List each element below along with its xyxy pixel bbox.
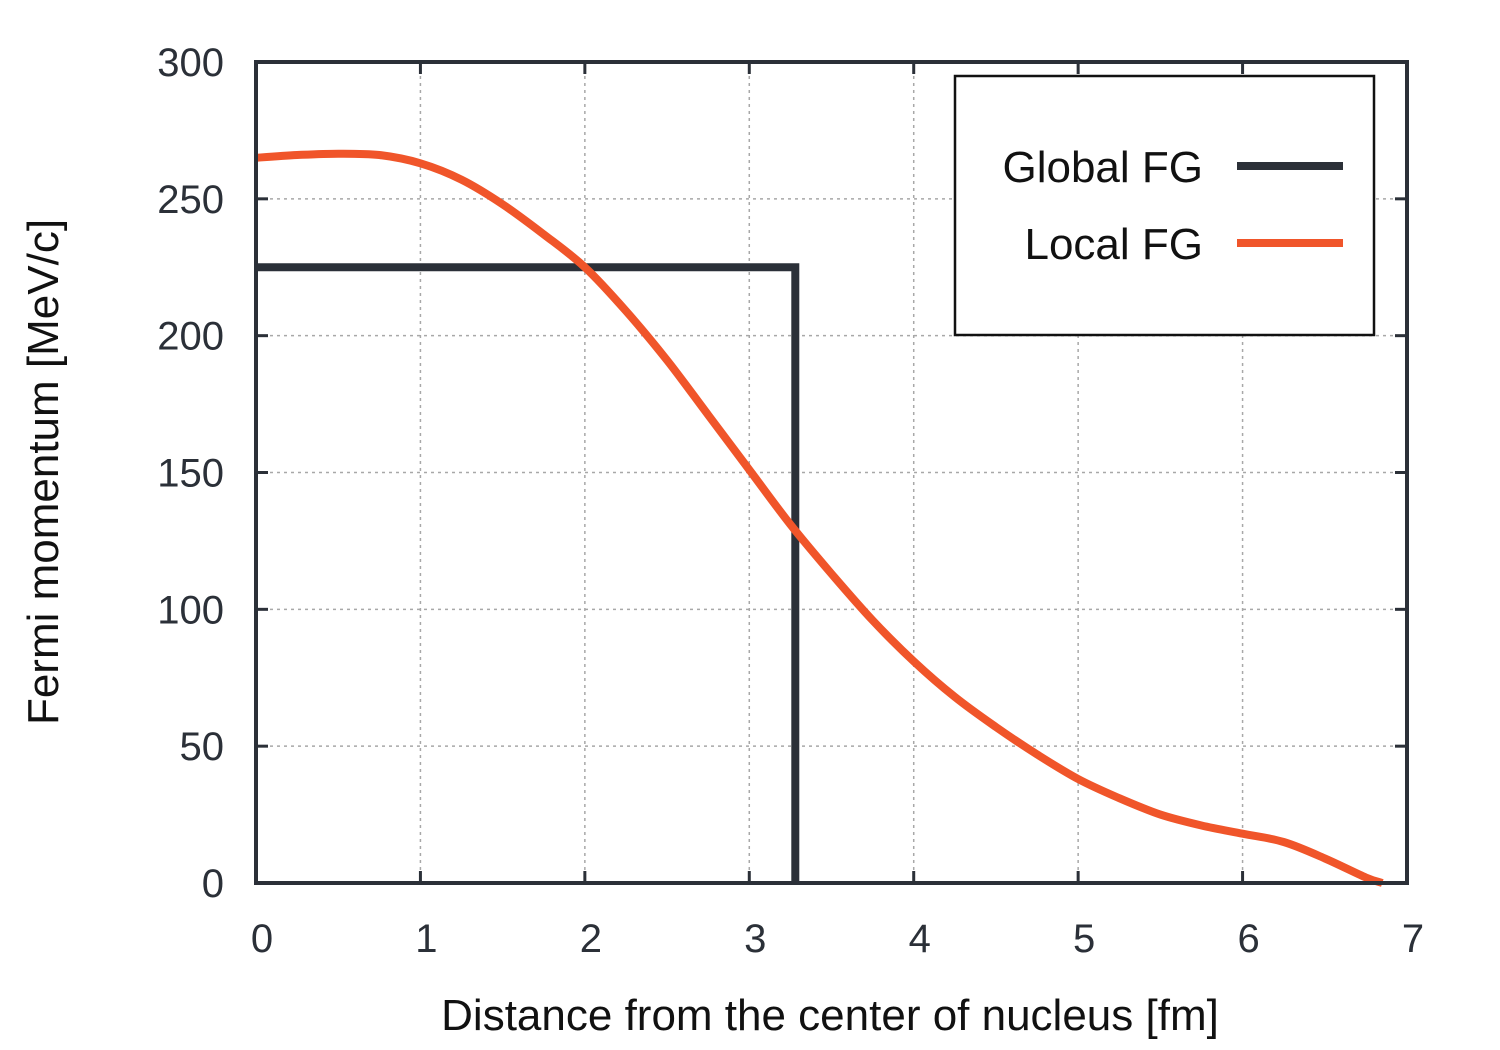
y-tick-label: 0 (202, 862, 224, 906)
x-axis-label: Distance from the center of nucleus [fm] (441, 991, 1219, 1040)
x-tick-label: 0 (251, 917, 273, 961)
plot-frame (254, 60, 1409, 885)
legend-label: Local FG (1024, 220, 1203, 269)
y-tick-label: 50 (180, 725, 225, 769)
y-axis-label: Fermi momentum [MeV/c] (19, 219, 68, 725)
legend-label: Global FG (1002, 143, 1203, 192)
x-tick-label: 5 (1073, 917, 1095, 961)
tick-labels-layer: 0 1 2 3 4 5 6 7 0 50 100 150 200 250 300 (157, 41, 1424, 961)
x-tick-label: 3 (744, 917, 766, 961)
x-tick-label: 4 (909, 917, 931, 961)
y-tick-label: 100 (157, 588, 224, 632)
x-tick-label: 1 (415, 917, 437, 961)
series-line-global-fg (256, 263, 800, 883)
x-tick-label: 2 (580, 917, 602, 961)
legend-entries: Global FG Local FG (1002, 143, 1343, 269)
y-tick-label: 250 (157, 178, 224, 222)
x-tick-label: 7 (1402, 917, 1424, 961)
legend-box (953, 74, 1376, 337)
y-tick-label: 300 (157, 41, 224, 85)
series-layer (255, 149, 1384, 887)
y-tick-label: 200 (157, 315, 224, 359)
y-tick-label: 150 (157, 452, 224, 496)
x-tick-label: 6 (1237, 917, 1259, 961)
legend: Global FG Local FG (953, 74, 1376, 337)
series-line-local-fg (255, 149, 1384, 887)
